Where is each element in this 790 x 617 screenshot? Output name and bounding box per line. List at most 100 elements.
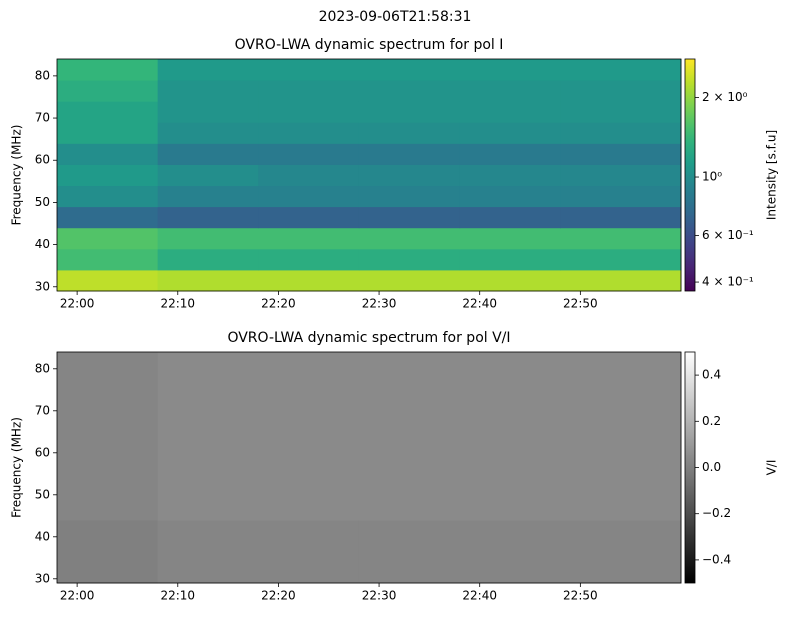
heatmap-cell: [57, 541, 159, 563]
heatmap-cell: [57, 164, 159, 187]
colorbar-tick-label: 0.2: [702, 414, 721, 428]
heatmap-cell: [358, 248, 461, 271]
colorbar-tick-label: 6 × 10⁻¹: [702, 228, 754, 242]
heatmap-cell: [358, 101, 461, 123]
heatmap-cell: [358, 352, 461, 374]
heatmap-cell: [358, 541, 461, 563]
heatmap-cell: [560, 436, 682, 458]
heatmap-cell: [157, 227, 259, 250]
heatmap-cell: [560, 164, 682, 187]
y-tick-label: 60: [35, 445, 50, 459]
heatmap-cell: [258, 185, 360, 208]
heatmap-cell: [560, 185, 682, 208]
heatmap-cell: [157, 541, 259, 563]
y-tick-label: 60: [35, 153, 50, 167]
colorbar: [685, 59, 695, 291]
heatmap-cell: [258, 80, 360, 102]
heatmap-cell: [57, 352, 159, 374]
heatmap-cell: [157, 457, 259, 479]
heatmap-cell: [560, 101, 682, 123]
heatmap-cell: [560, 562, 682, 584]
heatmap-cell: [157, 394, 259, 416]
x-tick-label: 22:00: [60, 589, 95, 603]
y-tick-label: 40: [35, 237, 50, 251]
heatmap-cell: [57, 185, 159, 208]
heatmap-cell: [358, 562, 461, 584]
heatmap-cell: [258, 227, 360, 250]
heatmap-cell: [157, 143, 259, 165]
x-tick-label: 22:40: [462, 589, 497, 603]
heatmap-cell: [57, 227, 159, 250]
heatmap-cell: [560, 352, 682, 374]
y-tick-label: 50: [35, 487, 50, 501]
heatmap-cell: [560, 457, 682, 479]
heatmap-cell: [358, 478, 461, 500]
heatmap-cell: [560, 227, 682, 250]
heatmap-cell: [560, 415, 682, 437]
heatmap-cell: [358, 394, 461, 416]
chart-title: OVRO-LWA dynamic spectrum for pol V/I: [227, 330, 510, 346]
heatmap-cell: [560, 541, 682, 563]
heatmap-cell: [358, 122, 461, 144]
heatmap-cell: [459, 352, 561, 374]
x-tick-label: 22:50: [563, 589, 598, 603]
heatmap-cell: [358, 415, 461, 437]
heatmap-cell: [459, 143, 561, 165]
y-axis-label: Frequency (MHz): [10, 417, 24, 518]
heatmap-cell: [258, 394, 360, 416]
heatmap-cell: [459, 185, 561, 208]
heatmap-cell: [459, 269, 561, 292]
plot-frame: [56, 58, 682, 292]
x-tick-label: 22:50: [563, 297, 598, 311]
heatmap-cell: [560, 373, 682, 395]
colorbar-tick-label: −0.4: [702, 552, 731, 566]
heatmap-cell: [157, 415, 259, 437]
heatmap-cell: [560, 248, 682, 271]
heatmap-cell: [157, 164, 259, 187]
heatmap-cell: [157, 478, 259, 500]
y-tick-label: 70: [35, 111, 50, 125]
heatmap-cell: [358, 206, 461, 229]
heatmap-cell: [258, 248, 360, 271]
heatmap-cell: [57, 248, 159, 271]
heatmap-cell: [258, 499, 360, 521]
y-axis-label: Frequency (MHz): [10, 125, 24, 226]
heatmap-cell: [258, 269, 360, 292]
heatmap-cell: [358, 164, 461, 187]
heatmap-cell: [258, 478, 360, 500]
colorbar-tick-label: 0.0: [702, 460, 721, 474]
heatmap-cell: [560, 59, 682, 81]
heatmap-cell: [157, 248, 259, 271]
y-tick-label: 30: [35, 279, 50, 293]
heatmap-cell: [459, 541, 561, 563]
heatmap-cell: [459, 59, 561, 81]
heatmap-cell: [358, 436, 461, 458]
heatmap-cell: [560, 80, 682, 102]
heatmap-cell: [157, 185, 259, 208]
x-tick-label: 22:10: [160, 297, 195, 311]
heatmap-cell: [258, 352, 360, 374]
heatmap-cell: [57, 122, 159, 144]
heatmap-cell: [157, 520, 259, 542]
heatmap-cell: [157, 59, 259, 81]
heatmap-cell: [157, 206, 259, 229]
heatmap-cell: [258, 541, 360, 563]
heatmap-cell: [157, 436, 259, 458]
heatmap-cell: [258, 373, 360, 395]
colorbar-tick-label: −0.2: [702, 506, 731, 520]
heatmap-cell: [560, 269, 682, 292]
heatmap-cell: [358, 227, 461, 250]
heatmap-cell: [459, 478, 561, 500]
heatmap-cell: [258, 415, 360, 437]
heatmap-cell: [157, 352, 259, 374]
heatmap-cell: [459, 248, 561, 271]
colorbar-label: V/I: [765, 460, 779, 476]
heatmap-cell: [57, 520, 159, 542]
heatmap-cell: [157, 269, 259, 292]
heatmap-cell: [459, 80, 561, 102]
heatmap-cell: [57, 394, 159, 416]
heatmap-cell: [57, 562, 159, 584]
heatmap-cell: [258, 122, 360, 144]
heatmap-cell: [57, 143, 159, 165]
